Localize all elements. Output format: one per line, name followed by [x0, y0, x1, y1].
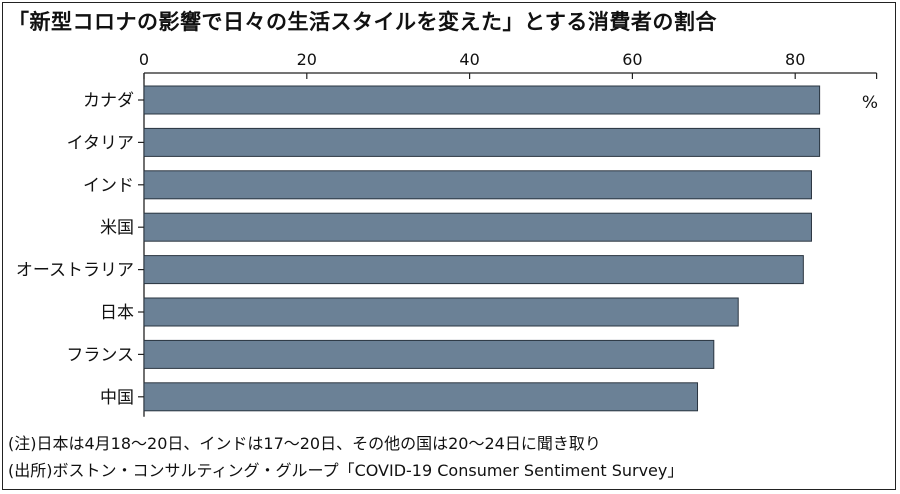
- x-tick-label: 0: [139, 50, 149, 69]
- x-tick-label: 40: [459, 50, 479, 69]
- category-label: カナダ: [83, 91, 134, 111]
- bar: [143, 170, 812, 200]
- category-label: フランス: [66, 345, 134, 365]
- category-label: インド: [83, 176, 134, 196]
- bar: [143, 127, 821, 157]
- bar: [143, 255, 804, 285]
- unit-label: %: [862, 93, 878, 113]
- bar: [143, 339, 715, 369]
- chart-notes: (注)日本は4月18〜20日、インドは17〜20日、その他の国は20〜24日に聞…: [8, 430, 683, 484]
- bar: [143, 297, 739, 327]
- category-label: イタリア: [67, 133, 134, 153]
- chart-title: 「新型コロナの影響で日々の生活スタイルを変えた」とする消費者の割合: [8, 10, 717, 34]
- category-label: 中国: [100, 388, 134, 408]
- category-label: 日本: [100, 303, 134, 323]
- x-tick-label: 20: [297, 50, 317, 69]
- bar: [143, 85, 821, 115]
- x-tick-label: 80: [785, 50, 805, 69]
- bar: [143, 382, 699, 412]
- note-survey-dates: (注)日本は4月18〜20日、インドは17〜20日、その他の国は20〜24日に聞…: [8, 434, 601, 453]
- note-source: (出所)ボストン・コンサルティング・グループ「COVID-19 Consumer…: [8, 461, 684, 480]
- category-label: オーストラリア: [16, 261, 134, 281]
- x-tick-label: 60: [622, 50, 642, 69]
- bar: [143, 212, 812, 242]
- category-label: 米国: [100, 218, 134, 238]
